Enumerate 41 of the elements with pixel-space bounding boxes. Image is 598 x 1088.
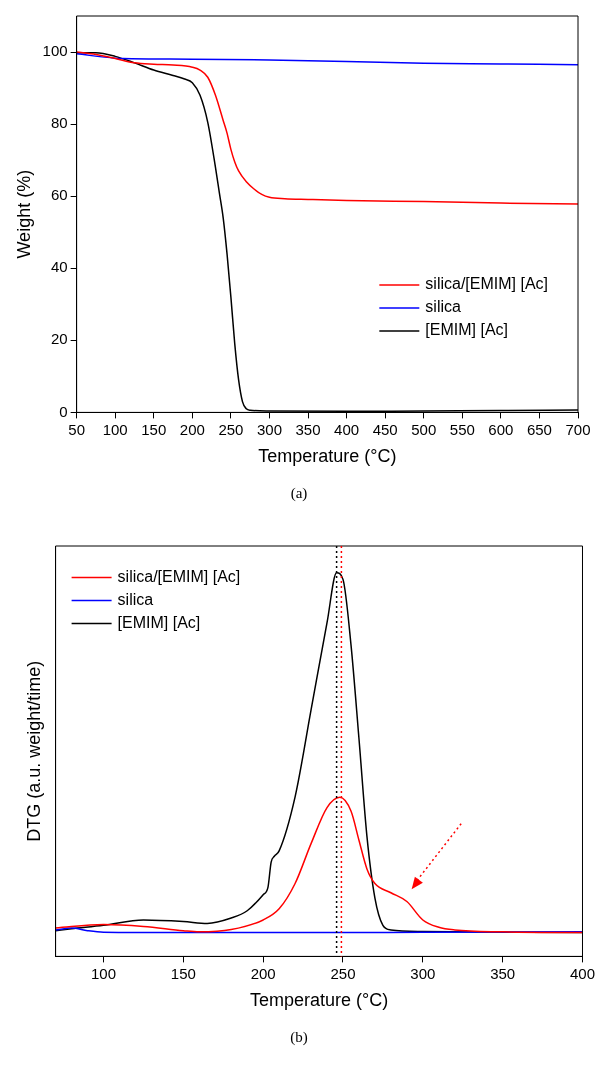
y-tick-label: 100	[42, 42, 68, 60]
x-tick-label: 600	[488, 420, 514, 438]
text: (b)	[289, 1028, 309, 1047]
x-tick-label: 350	[295, 420, 321, 438]
legend-label: silica	[425, 298, 461, 316]
y-tick-label: 0	[59, 402, 68, 420]
x-tick-label: 250	[218, 420, 244, 438]
x-tick-label: 150	[141, 420, 167, 438]
x-tick-label: 100	[102, 420, 128, 438]
x-tick-label: 150	[170, 964, 196, 982]
legend-label: silica/[EMIM] [Ac]	[117, 567, 241, 585]
x-axis-title: Temperature (°C)	[258, 446, 397, 467]
y-tick-label: 60	[50, 186, 68, 204]
text: (a)	[289, 484, 309, 503]
legend-label: silica/[EMIM] [Ac]	[425, 275, 549, 293]
x-tick-label: 200	[179, 420, 205, 438]
x-tick-label: 300	[256, 420, 282, 438]
legend-label: [EMIM] [Ac]	[425, 321, 508, 339]
y-tick-label: 20	[50, 330, 68, 348]
x-tick-label: 100	[90, 964, 117, 982]
x-tick-label: 500	[411, 420, 437, 438]
y-axis-title: Weight (%)	[13, 169, 34, 259]
x-tick-label: 50	[68, 420, 85, 438]
x-tick-label: 200	[250, 964, 276, 982]
line-series	[76, 51, 578, 205]
x-tick-label: 350	[490, 964, 516, 982]
x-tick-label: 550	[449, 420, 475, 438]
y-tick-label: 40	[50, 258, 68, 276]
legend-label: silica	[117, 590, 154, 608]
x-tick-label: 700	[565, 420, 591, 438]
legend-label: [EMIM] [Ac]	[117, 613, 201, 631]
x-tick-label: 450	[372, 420, 398, 438]
x-tick-label: 250	[330, 964, 356, 982]
x-axis-title: Temperature (°C)	[249, 990, 389, 1011]
x-tick-label: 400	[334, 420, 360, 438]
line-series	[76, 53, 578, 66]
x-tick-label: 650	[526, 420, 552, 438]
y-tick-label: 80	[50, 114, 68, 132]
x-tick-label: 400	[569, 964, 595, 982]
x-tick-label: 300	[410, 964, 436, 982]
y-axis-title: DTG (a.u. weight/time)	[23, 660, 44, 842]
